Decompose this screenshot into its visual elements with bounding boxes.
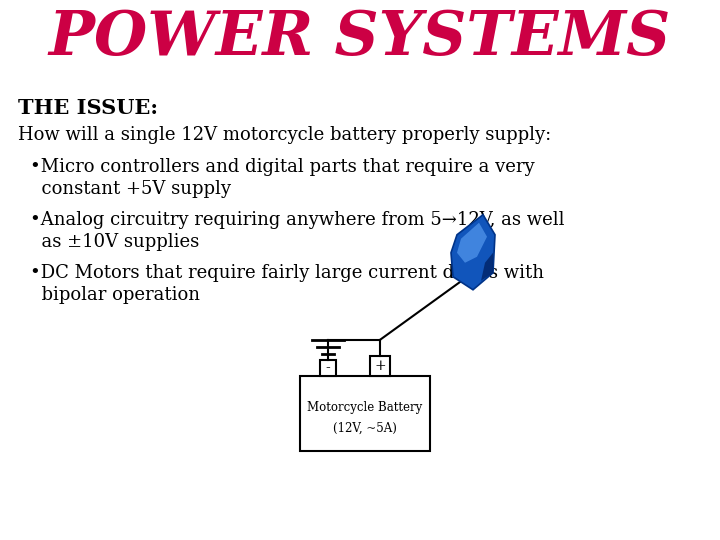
Text: bipolar operation: bipolar operation <box>30 286 200 304</box>
FancyBboxPatch shape <box>370 356 390 376</box>
Polygon shape <box>451 215 495 290</box>
Text: -: - <box>325 361 330 375</box>
Text: +: + <box>374 359 386 373</box>
Text: How will a single 12V motorcycle battery properly supply:: How will a single 12V motorcycle battery… <box>18 126 552 144</box>
Text: •Micro controllers and digital parts that require a very: •Micro controllers and digital parts tha… <box>30 158 535 176</box>
Text: Motorcycle Battery: Motorcycle Battery <box>307 401 423 414</box>
Text: (12V, ~5A): (12V, ~5A) <box>333 422 397 435</box>
Text: •DC Motors that require fairly large current draws with: •DC Motors that require fairly large cur… <box>30 264 544 282</box>
FancyBboxPatch shape <box>320 360 336 376</box>
Polygon shape <box>481 253 493 281</box>
FancyBboxPatch shape <box>300 376 430 451</box>
Text: as ±10V supplies: as ±10V supplies <box>30 233 199 251</box>
Polygon shape <box>457 222 487 263</box>
Text: •Analog circuitry requiring anywhere from 5→12V, as well: •Analog circuitry requiring anywhere fro… <box>30 211 564 229</box>
Text: THE ISSUE:: THE ISSUE: <box>18 98 158 118</box>
Text: constant +5V supply: constant +5V supply <box>30 180 231 198</box>
Text: POWER SYSTEMS: POWER SYSTEMS <box>49 8 671 68</box>
